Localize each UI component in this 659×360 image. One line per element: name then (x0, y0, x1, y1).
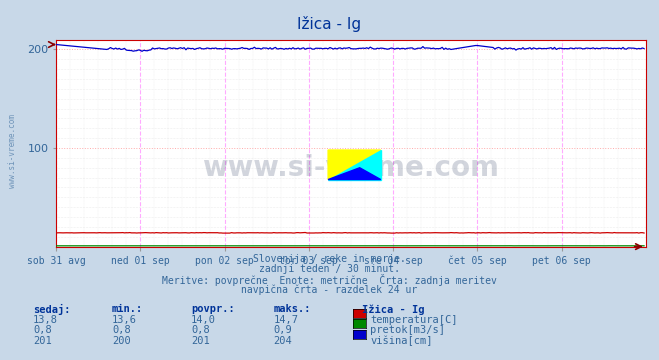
Text: 201: 201 (33, 336, 51, 346)
Text: 13,8: 13,8 (33, 315, 58, 325)
Text: temperatura[C]: temperatura[C] (370, 315, 458, 325)
Text: 200: 200 (112, 336, 130, 346)
Polygon shape (328, 150, 381, 180)
Text: pretok[m3/s]: pretok[m3/s] (370, 325, 445, 336)
Text: 0,8: 0,8 (191, 325, 210, 336)
Text: zadnji teden / 30 minut.: zadnji teden / 30 minut. (259, 264, 400, 274)
Text: www.si-vreme.com: www.si-vreme.com (8, 114, 17, 188)
Text: 204: 204 (273, 336, 292, 346)
Text: 201: 201 (191, 336, 210, 346)
Polygon shape (328, 168, 381, 180)
Text: 14,0: 14,0 (191, 315, 216, 325)
Text: Ižica - Ig: Ižica - Ig (297, 16, 362, 32)
Text: Meritve: povprečne  Enote: metrične  Črta: zadnja meritev: Meritve: povprečne Enote: metrične Črta:… (162, 274, 497, 286)
Text: 13,6: 13,6 (112, 315, 137, 325)
Text: navpična črta - razdelek 24 ur: navpična črta - razdelek 24 ur (241, 284, 418, 294)
Text: 14,7: 14,7 (273, 315, 299, 325)
Polygon shape (328, 150, 381, 180)
Text: povpr.:: povpr.: (191, 304, 235, 314)
Text: maks.:: maks.: (273, 304, 311, 314)
Text: www.si-vreme.com: www.si-vreme.com (202, 154, 500, 182)
Text: sedaj:: sedaj: (33, 304, 71, 315)
Text: 0,9: 0,9 (273, 325, 292, 336)
Text: min.:: min.: (112, 304, 143, 314)
Text: Ižica - Ig: Ižica - Ig (362, 304, 425, 315)
Text: višina[cm]: višina[cm] (370, 336, 433, 346)
Text: Slovenija / reke in morje.: Slovenija / reke in morje. (253, 254, 406, 264)
Text: 0,8: 0,8 (112, 325, 130, 336)
Text: 0,8: 0,8 (33, 325, 51, 336)
